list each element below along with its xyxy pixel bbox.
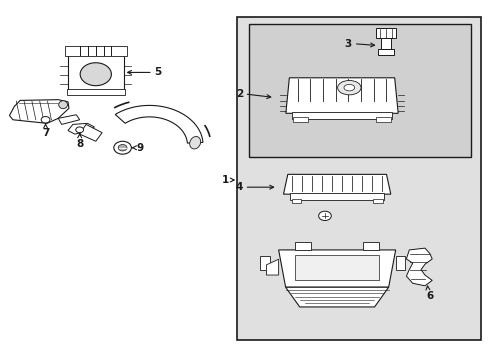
Text: 6: 6 xyxy=(426,291,432,301)
Circle shape xyxy=(80,63,111,86)
Bar xyxy=(291,199,301,203)
Text: 3: 3 xyxy=(344,39,351,49)
Bar xyxy=(380,38,390,49)
Ellipse shape xyxy=(189,136,200,149)
Circle shape xyxy=(114,141,131,154)
Text: 5: 5 xyxy=(154,67,161,77)
Bar xyxy=(249,24,470,157)
Text: 9: 9 xyxy=(136,143,143,153)
Polygon shape xyxy=(283,174,390,194)
Polygon shape xyxy=(260,256,269,270)
Bar xyxy=(375,117,390,122)
Bar xyxy=(66,89,124,95)
Bar xyxy=(289,193,384,200)
Bar xyxy=(372,199,382,203)
Text: 8: 8 xyxy=(76,139,83,149)
Bar xyxy=(293,117,307,122)
Polygon shape xyxy=(377,49,393,55)
Circle shape xyxy=(118,144,127,151)
Polygon shape xyxy=(80,125,102,141)
Polygon shape xyxy=(266,259,278,275)
Bar xyxy=(294,255,379,280)
Polygon shape xyxy=(68,55,123,90)
Bar xyxy=(237,17,480,339)
Ellipse shape xyxy=(343,85,354,91)
Bar xyxy=(65,46,126,57)
Polygon shape xyxy=(58,115,80,125)
Bar xyxy=(291,112,391,119)
Text: 7: 7 xyxy=(42,128,49,138)
Circle shape xyxy=(76,127,83,133)
Circle shape xyxy=(41,117,50,123)
Polygon shape xyxy=(9,100,69,123)
Circle shape xyxy=(318,211,330,221)
Polygon shape xyxy=(406,248,431,286)
Polygon shape xyxy=(285,78,397,113)
Bar xyxy=(375,28,395,39)
Bar xyxy=(295,242,310,250)
Bar xyxy=(363,242,378,250)
Polygon shape xyxy=(68,123,94,134)
Polygon shape xyxy=(278,250,395,287)
Text: 2: 2 xyxy=(235,89,243,99)
Polygon shape xyxy=(395,256,405,270)
Text: 4: 4 xyxy=(235,182,243,192)
Ellipse shape xyxy=(337,81,360,95)
Text: 1: 1 xyxy=(221,175,228,185)
Polygon shape xyxy=(115,105,203,143)
Polygon shape xyxy=(285,287,388,307)
Ellipse shape xyxy=(59,101,67,109)
